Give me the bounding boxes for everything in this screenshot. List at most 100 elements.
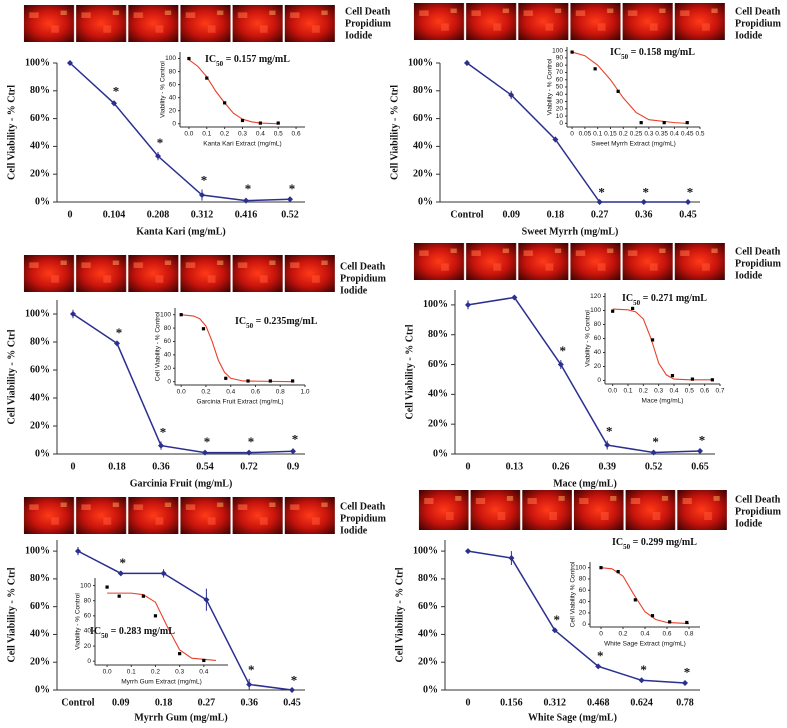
x-tick-label: 0 <box>466 461 471 472</box>
y-tick-label: 0% <box>35 448 50 459</box>
ic50-subscript: 50 <box>621 53 629 61</box>
x-tick-label: 0.9 <box>287 461 300 472</box>
inset-x-tick-label: 0.4 <box>670 131 679 138</box>
data-point <box>596 199 603 205</box>
microscopy-strip <box>418 490 728 530</box>
fit-curve <box>188 59 279 125</box>
inset-x-tick-label: 0.2 <box>201 389 210 396</box>
inset-point <box>179 313 183 317</box>
y-axis-title: Cell Viability - % Ctrl <box>6 567 17 662</box>
image-label: Propidium <box>345 18 392 29</box>
inset-point <box>685 620 689 625</box>
fit-curve <box>612 308 713 381</box>
inset-point <box>616 89 620 93</box>
inset-y-tick-label: 70 <box>556 69 564 76</box>
ic50-value: = 0.299 mg/mL <box>630 537 697 548</box>
data-point <box>203 596 210 603</box>
data-point <box>465 548 471 555</box>
significance-marker: * <box>554 612 561 627</box>
inset-y-tick-label: 100 <box>80 582 91 589</box>
inset-y-tick-label: 0 <box>582 621 586 628</box>
x-tick-label: 0.39 <box>598 461 616 472</box>
inset-point <box>205 76 209 80</box>
y-tick-label: 0% <box>35 684 50 695</box>
y-axis-title: Cell Viability - % Ctrl <box>6 85 17 180</box>
x-tick-label: 0.312 <box>191 209 214 220</box>
fit-curve <box>181 314 293 383</box>
y-tick-label: 100% <box>25 545 50 556</box>
inset-chart: 0 20 40 60 80 100 0 0.2 0.4 0.6 0.8 White Sage Extr… <box>570 537 700 648</box>
x-tick-label: 0.416 <box>235 209 258 220</box>
inset-y-tick-label: 20 <box>594 363 602 370</box>
inset-point <box>685 121 689 125</box>
x-tick-label: 0.54 <box>196 461 214 472</box>
inset-x-tick-label: 0.3 <box>654 388 663 395</box>
x-tick-label: 0.312 <box>544 697 567 708</box>
ic50-subscript: 50 <box>246 322 254 330</box>
y-tick-label: 100% <box>25 308 50 319</box>
significance-marker: * <box>204 434 211 449</box>
ic50-value: = 0.235mg/mL <box>253 316 318 327</box>
image-label: Cell Death <box>345 6 391 17</box>
inset-point <box>570 50 574 54</box>
microscopy-strip <box>413 3 726 40</box>
y-tick-label: 80% <box>413 85 433 96</box>
x-axis-title: Mace (mg/mL) <box>553 478 617 489</box>
inset-point <box>258 121 262 125</box>
inset-x-tick-label: 0.2 <box>619 131 628 138</box>
inset-chart: 0 20 40 60 80 100 0.0 0.1 0.2 0.3 0.4 0.5 0.6 Kanta K… <box>160 52 305 148</box>
series-line <box>467 550 686 684</box>
ic50-prefix: IC <box>622 293 633 304</box>
x-tick-label: 0.72 <box>240 461 258 472</box>
image-label: Propidium <box>340 513 387 524</box>
x-axis-title: Garcinia Fruit (mg/mL) <box>130 478 233 489</box>
inset-y-tick-label: 40 <box>556 91 564 98</box>
inset-x-axis-title: Mace (mg/mL) <box>642 398 684 405</box>
series-line <box>69 62 291 202</box>
inset-y-tick-label: 20 <box>84 643 92 650</box>
significance-marker: * <box>113 84 120 99</box>
significance-marker: * <box>292 431 299 446</box>
y-axis-title: Cell Viability - % Ctrl <box>404 324 415 419</box>
data-point <box>557 361 564 368</box>
inset-y-tick-label: 40 <box>164 352 172 359</box>
data-point <box>511 294 518 301</box>
x-tick-label: 0.09 <box>112 697 130 708</box>
inset-x-tick-label: 0.25 <box>630 131 643 138</box>
inset-x-tick-label: 0.5 <box>695 131 704 138</box>
x-tick-label: 0.26 <box>552 461 570 472</box>
inset-x-tick-label: 0.1 <box>202 131 211 138</box>
microscopy-strip <box>413 243 726 280</box>
inset-x-tick-label: 0.0 <box>608 388 617 395</box>
inset-point <box>639 121 643 125</box>
x-tick-label: 0.78 <box>676 697 694 708</box>
inset-y-tick-label: 80 <box>594 321 602 328</box>
image-label: Cell Death <box>340 501 386 512</box>
y-axis-title: Cell Viability - % Ctrl <box>6 329 17 424</box>
inset-x-tick-label: 0.0 <box>103 669 112 676</box>
inset-x-tick-label: 0.6 <box>251 389 260 396</box>
significance-marker: * <box>201 172 208 187</box>
y-tick-label: 60% <box>30 113 50 124</box>
microscopy-strip <box>23 497 336 534</box>
inset-point <box>668 620 672 624</box>
inset-x-tick-label: 0.1 <box>623 388 632 395</box>
inset-x-tick-label: 0.0 <box>177 389 186 396</box>
fit-curve <box>107 592 216 662</box>
significance-marker: * <box>598 184 605 199</box>
inset-y-tick-label: 90 <box>556 55 564 62</box>
x-tick-label: 0.18 <box>155 697 173 708</box>
inset-y-tick-label: 30 <box>556 98 564 105</box>
ic50-value: = 0.271 mg/mL <box>640 293 707 304</box>
x-tick-label: 0.208 <box>147 209 170 220</box>
significance-marker: * <box>248 662 255 677</box>
inset-x-tick-label: 0.15 <box>604 131 617 138</box>
image-label: Iodide <box>735 30 763 41</box>
ic50-annotation: IC50 = 0.157 mg/mL <box>205 54 290 67</box>
image-label: Propidium <box>340 273 387 284</box>
x-tick-label: 0.468 <box>587 697 610 708</box>
